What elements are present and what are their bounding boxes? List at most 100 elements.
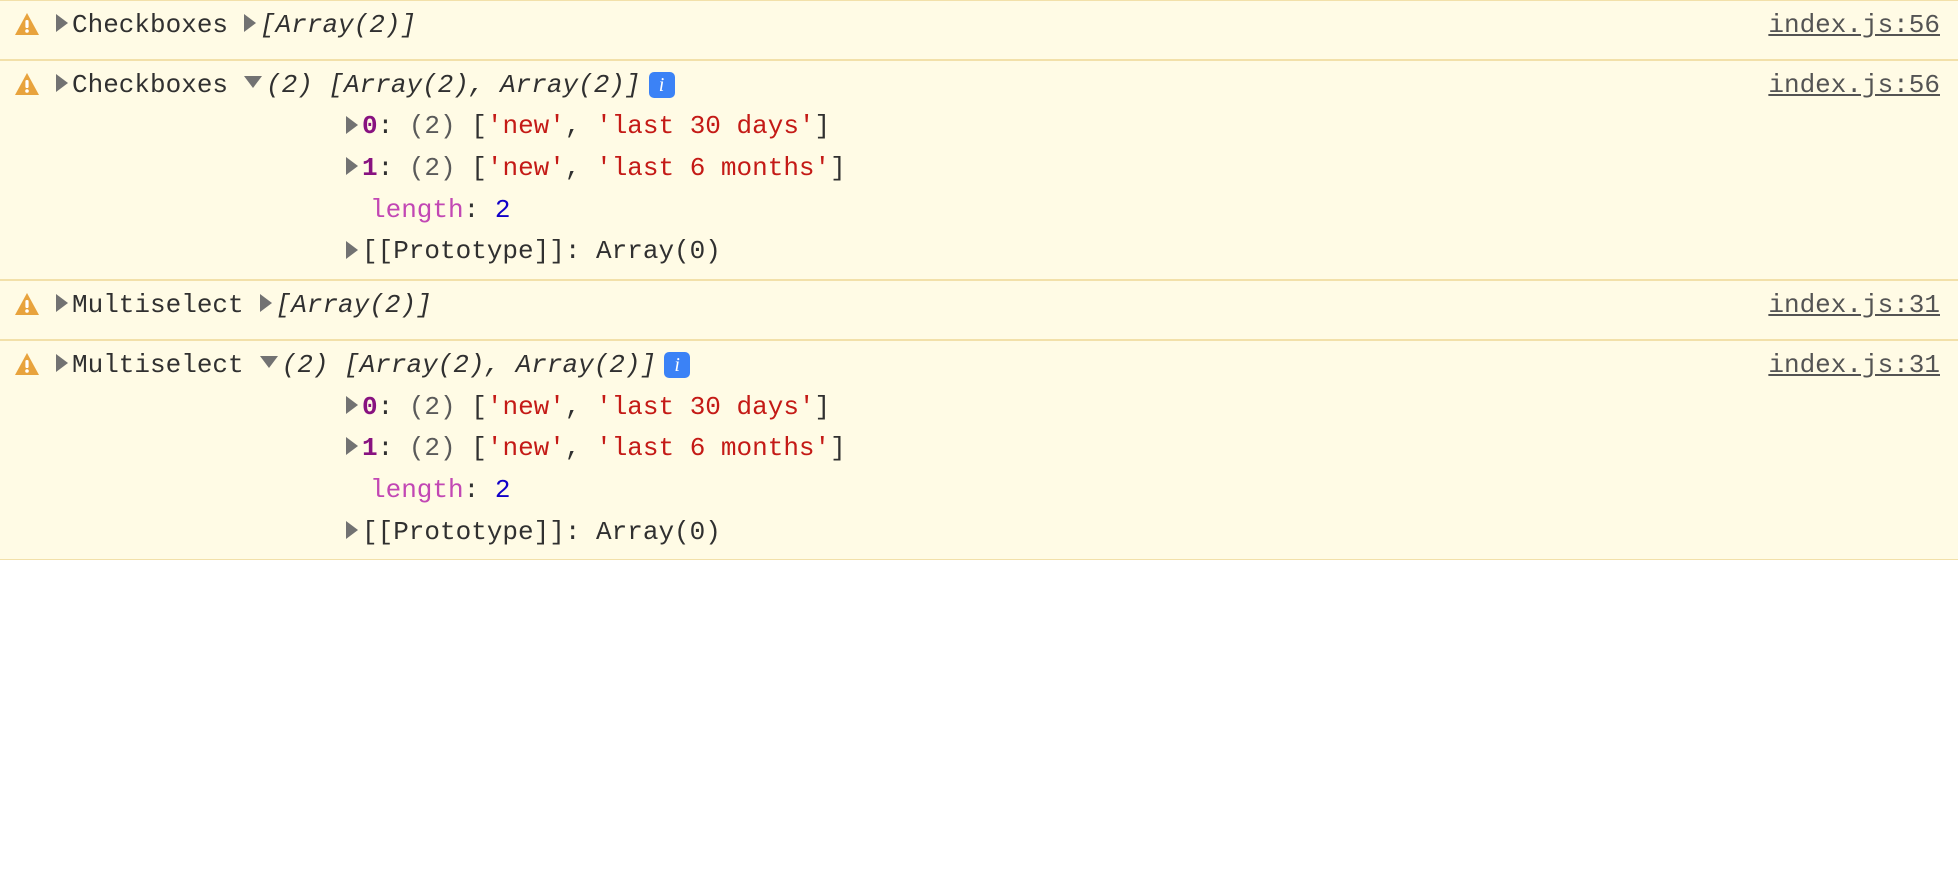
log-label: Multiselect bbox=[72, 287, 244, 325]
bracket: ] bbox=[830, 153, 846, 183]
source-link[interactable]: index.js:56 bbox=[1768, 7, 1944, 45]
prototype-row[interactable]: [[Prototype]]: Array(0) bbox=[346, 231, 1768, 273]
string-value: 'new' bbox=[487, 111, 565, 141]
colon: : bbox=[378, 153, 409, 183]
bracket: [ bbox=[471, 392, 487, 422]
log-message: Checkboxes (2) [Array(2), Array(2)] i 0:… bbox=[56, 67, 1768, 273]
bracket: [ bbox=[471, 433, 487, 463]
info-icon[interactable]: i bbox=[664, 352, 690, 378]
colon: : bbox=[378, 111, 409, 141]
array-item-row[interactable]: 0: (2) ['new', 'last 30 days'] bbox=[346, 106, 1768, 148]
property-index: 0 bbox=[362, 392, 378, 422]
log-label: Multiselect bbox=[72, 347, 244, 385]
item-count: (2) bbox=[409, 433, 456, 463]
bracket: [ bbox=[471, 111, 487, 141]
item-count: (2) bbox=[409, 392, 456, 422]
log-message: Multiselect [Array(2)] bbox=[56, 287, 1768, 325]
warning-icon bbox=[14, 7, 56, 49]
preview-text: [Array(2), Array(2)] bbox=[344, 350, 656, 380]
warning-icon bbox=[14, 67, 56, 109]
length-value: 2 bbox=[495, 475, 511, 505]
length-row: length: 2 bbox=[346, 190, 1768, 232]
object-preview[interactable]: (2) [Array(2), Array(2)] bbox=[260, 347, 656, 385]
chevron-right-icon bbox=[56, 14, 68, 32]
expanded-properties: 0: (2) ['new', 'last 30 days'] 1: (2) ['… bbox=[346, 106, 1768, 273]
prototype-text: [[Prototype]]: Array(0) bbox=[362, 517, 721, 547]
expand-toggle[interactable] bbox=[56, 347, 72, 385]
console-warning-row: Multiselect [Array(2)] index.js:31 bbox=[0, 280, 1958, 340]
prototype-row[interactable]: [[Prototype]]: Array(0) bbox=[346, 512, 1768, 554]
colon: : bbox=[378, 433, 409, 463]
chevron-right-icon bbox=[346, 396, 358, 414]
colon: : bbox=[378, 392, 409, 422]
log-label: Checkboxes bbox=[72, 7, 228, 45]
warning-icon bbox=[14, 347, 56, 389]
length-key: length bbox=[370, 475, 464, 505]
console-warning-row: Checkboxes (2) [Array(2), Array(2)] i 0:… bbox=[0, 60, 1958, 280]
property-index: 1 bbox=[362, 153, 378, 183]
preview-count: (2) bbox=[266, 70, 313, 100]
string-value: 'last 30 days' bbox=[596, 392, 814, 422]
object-preview[interactable]: (2) [Array(2), Array(2)] bbox=[244, 67, 640, 105]
length-row: length: 2 bbox=[346, 470, 1768, 512]
bracket: ] bbox=[815, 392, 831, 422]
console-warning-row: Checkboxes [Array(2)] index.js:56 bbox=[0, 0, 1958, 60]
string-value: 'new' bbox=[487, 392, 565, 422]
length-value: 2 bbox=[495, 195, 511, 225]
expand-toggle[interactable] bbox=[56, 7, 72, 45]
bracket: ] bbox=[815, 111, 831, 141]
array-item-row[interactable]: 0: (2) ['new', 'last 30 days'] bbox=[346, 387, 1768, 429]
preview-count: (2) bbox=[282, 350, 329, 380]
chevron-right-icon bbox=[346, 116, 358, 134]
chevron-right-icon bbox=[56, 294, 68, 312]
chevron-right-icon bbox=[346, 437, 358, 455]
expanded-properties: 0: (2) ['new', 'last 30 days'] 1: (2) ['… bbox=[346, 387, 1768, 554]
chevron-right-icon bbox=[346, 241, 358, 259]
comma: , bbox=[565, 111, 596, 141]
expand-toggle[interactable] bbox=[56, 67, 72, 105]
chevron-right-icon bbox=[56, 74, 68, 92]
expand-toggle[interactable] bbox=[56, 287, 72, 325]
log-message: Checkboxes [Array(2)] bbox=[56, 7, 1768, 45]
chevron-down-icon bbox=[244, 76, 262, 88]
source-link[interactable]: index.js:31 bbox=[1768, 347, 1944, 385]
chevron-right-icon bbox=[56, 354, 68, 372]
log-label: Checkboxes bbox=[72, 67, 228, 105]
chevron-down-icon bbox=[260, 356, 278, 368]
console-warning-row: Multiselect (2) [Array(2), Array(2)] i 0… bbox=[0, 340, 1958, 560]
array-item-row[interactable]: 1: (2) ['new', 'last 6 months'] bbox=[346, 148, 1768, 190]
item-count: (2) bbox=[409, 153, 456, 183]
source-link[interactable]: index.js:31 bbox=[1768, 287, 1944, 325]
chevron-right-icon bbox=[346, 157, 358, 175]
chevron-right-icon bbox=[260, 294, 272, 312]
string-value: 'new' bbox=[487, 153, 565, 183]
colon: : bbox=[464, 475, 495, 505]
preview-text: [Array(2), Array(2)] bbox=[328, 70, 640, 100]
object-preview[interactable]: [Array(2)] bbox=[260, 287, 432, 325]
array-item-row[interactable]: 1: (2) ['new', 'last 6 months'] bbox=[346, 428, 1768, 470]
warning-icon bbox=[14, 287, 56, 329]
string-value: 'last 30 days' bbox=[596, 111, 814, 141]
bracket: [ bbox=[471, 153, 487, 183]
property-index: 0 bbox=[362, 111, 378, 141]
preview-text: [Array(2)] bbox=[260, 10, 416, 40]
length-key: length bbox=[370, 195, 464, 225]
bracket: ] bbox=[830, 433, 846, 463]
string-value: 'new' bbox=[487, 433, 565, 463]
string-value: 'last 6 months' bbox=[596, 433, 830, 463]
item-count: (2) bbox=[409, 111, 456, 141]
chevron-right-icon bbox=[346, 521, 358, 539]
comma: , bbox=[565, 392, 596, 422]
object-preview[interactable]: [Array(2)] bbox=[244, 7, 416, 45]
colon: : bbox=[464, 195, 495, 225]
log-message: Multiselect (2) [Array(2), Array(2)] i 0… bbox=[56, 347, 1768, 553]
preview-text: [Array(2)] bbox=[276, 290, 432, 320]
string-value: 'last 6 months' bbox=[596, 153, 830, 183]
comma: , bbox=[565, 433, 596, 463]
info-icon[interactable]: i bbox=[649, 72, 675, 98]
comma: , bbox=[565, 153, 596, 183]
prototype-text: [[Prototype]]: Array(0) bbox=[362, 236, 721, 266]
source-link[interactable]: index.js:56 bbox=[1768, 67, 1944, 105]
chevron-right-icon bbox=[244, 14, 256, 32]
property-index: 1 bbox=[362, 433, 378, 463]
